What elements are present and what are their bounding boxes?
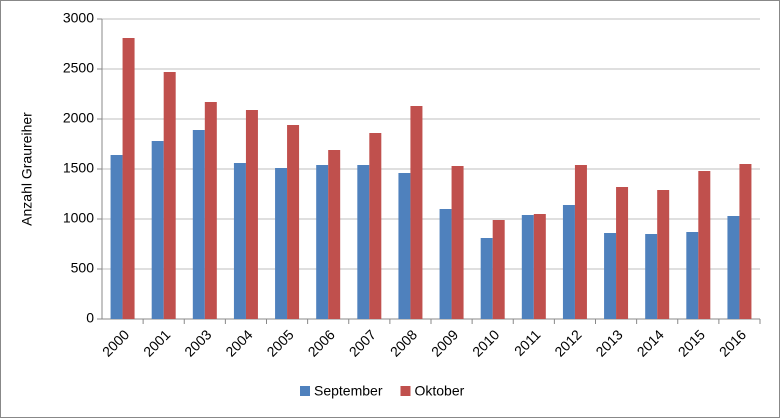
bar [645,234,658,319]
bar [451,166,464,319]
y-tick-label: 1500 [63,160,94,176]
bar [328,150,341,319]
bar [562,205,575,319]
y-tick-label: 500 [71,260,95,276]
legend-label: September [314,383,383,399]
y-axis-title: Anzahl Graureiher [19,112,35,226]
bar [369,133,382,319]
bar [657,190,670,319]
bar [533,214,546,319]
y-tick-label: 0 [86,310,94,326]
bar [151,141,164,319]
bar [574,165,587,319]
legend-label: Oktober [414,383,464,399]
bar [686,232,699,319]
bar [698,171,711,319]
y-tick-label: 1000 [63,210,94,226]
legend-swatch [400,386,411,396]
bar [480,238,493,319]
bar [287,125,300,319]
bar [604,233,617,319]
bar [616,187,629,319]
bar [245,110,258,319]
bar [192,130,205,319]
bar [357,165,370,319]
legend-swatch [300,386,310,396]
bar [439,209,452,319]
bar [398,173,411,319]
bar [316,165,329,319]
bar [122,38,135,319]
bar [410,106,423,319]
bar [163,72,176,319]
y-tick-label: 2500 [63,60,94,76]
bar [727,216,740,319]
bar [233,163,246,319]
bar [110,155,123,319]
bar [739,164,752,319]
bar [204,102,217,319]
y-tick-label: 2000 [63,110,94,126]
bar [521,215,534,319]
bar [492,220,505,319]
y-tick-label: 3000 [63,10,94,26]
bar [275,168,288,319]
